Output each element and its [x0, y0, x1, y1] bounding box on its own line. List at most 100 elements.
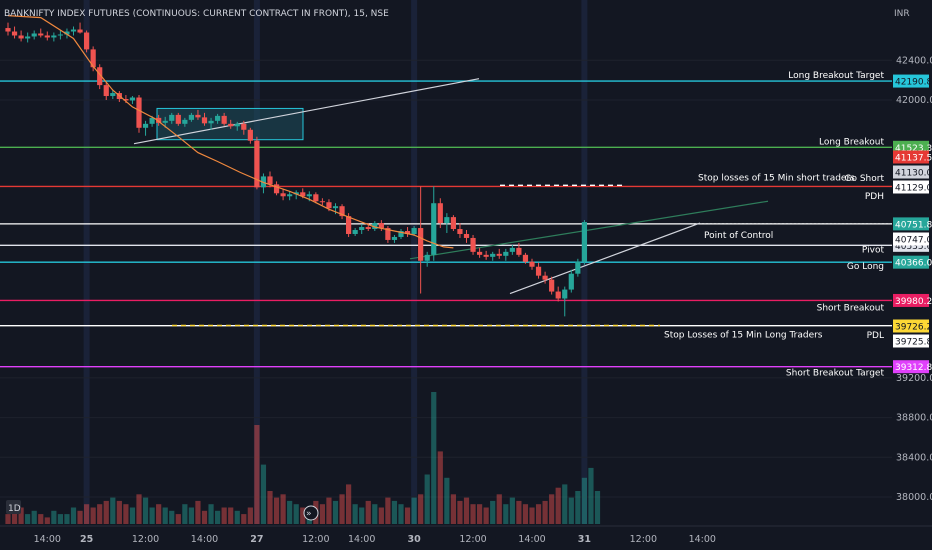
candle-body [247, 129, 253, 141]
volume-bar [444, 477, 450, 524]
volume-bar [18, 507, 24, 524]
time-tick-label: 27 [250, 534, 263, 545]
extra-tag-1: 41130.05 [895, 169, 932, 179]
candle-body [313, 194, 319, 202]
level-6-label: Short Breakout [817, 303, 885, 313]
volume-bar [490, 500, 496, 524]
candle-body [123, 99, 129, 101]
candle-body [70, 29, 77, 32]
level-stop-short-label: Stop losses of 15 Min short traders [698, 173, 855, 183]
level-poc-label: Point of Control [704, 231, 773, 241]
volume-bar [431, 392, 437, 524]
candle-body [359, 227, 365, 231]
extra-label-5: PDL [867, 331, 884, 341]
candle-body [326, 202, 332, 209]
volume-bar [201, 510, 208, 524]
candle-body [391, 236, 398, 240]
candle-body [129, 97, 136, 101]
candle-body [529, 261, 535, 267]
interval-badge[interactable]: 1D [8, 504, 21, 514]
volume-bar [509, 497, 515, 524]
volume-bar [77, 510, 83, 524]
level-8-tag: 39312.80 [895, 363, 932, 373]
candle-body [287, 194, 293, 197]
volume-bar [424, 474, 430, 524]
candle-body [418, 228, 424, 261]
candle-body [156, 117, 162, 123]
volume-bar [372, 504, 378, 524]
candle-body [57, 34, 63, 36]
candle-body [64, 31, 70, 35]
volume-bar [562, 484, 568, 524]
volume-bar [300, 507, 306, 524]
level-1-tag: 41523.35 [895, 144, 932, 154]
candle-body [142, 123, 149, 128]
volume-bar [516, 500, 522, 524]
level-8-tag-bg [893, 360, 929, 374]
volume-bar [594, 491, 601, 524]
level-5-label: Go Long [847, 262, 884, 272]
currency-label: INR [894, 9, 910, 19]
trend-line-2 [409, 200, 769, 260]
candle-body [496, 253, 502, 256]
candle-body [385, 228, 391, 240]
volume-bar [228, 507, 234, 524]
candle-body [149, 117, 155, 124]
candle-body [411, 228, 417, 234]
volume-bar [64, 514, 70, 524]
candle-body [175, 114, 181, 124]
candle-body [319, 201, 325, 203]
grid-lines [0, 59, 892, 498]
candle-body [477, 251, 483, 255]
volume-bar [44, 517, 50, 524]
volume-bar [84, 504, 90, 524]
level-poc-tag-bg [893, 217, 929, 231]
extra-tag-bg-5 [893, 334, 929, 348]
volume-bar [326, 497, 332, 524]
volume-bar [483, 507, 489, 524]
candle-body [162, 120, 168, 123]
price-axis[interactable]: 42400.00 42000.00 39200.00 38800.00 38400.00… [896, 55, 932, 503]
interval-badge-bg[interactable] [6, 500, 21, 514]
volume-bar [280, 494, 286, 524]
candle-body [581, 222, 587, 262]
candle-body [424, 254, 430, 261]
candle-body [90, 49, 96, 68]
price-tags: Long Breakout Target 42190.80 Long Breakou… [664, 71, 932, 379]
volume-bar [116, 500, 122, 524]
volume-bar [352, 504, 358, 524]
extra-tag-0: 41137.55 [895, 154, 932, 164]
time-axis[interactable]: 14:00 25 12:00 14:00 27 12:00 14:00 30 12:00 14:0… [0, 525, 932, 545]
level-0-tag-bg [893, 74, 929, 88]
goto-date-glyph[interactable]: » [306, 509, 312, 519]
candle-body [549, 279, 555, 292]
candle-body [38, 33, 44, 36]
volume-bar [365, 500, 371, 524]
candle-body [221, 115, 227, 124]
goto-date-icon[interactable] [303, 505, 319, 521]
candle-body [228, 123, 234, 127]
level-poc-tag: 40751.80 [895, 220, 932, 230]
candle-body [18, 35, 24, 39]
candle-body [562, 289, 568, 299]
candle-body [44, 35, 50, 38]
candle-body [300, 192, 306, 197]
level-1-label: Long Breakout [819, 137, 884, 147]
level-6-tag: 39980.25 [895, 297, 932, 307]
volume-bar [162, 507, 168, 524]
volume-bar [346, 484, 352, 524]
extra-tag-bg-4 [893, 319, 929, 333]
candle-body [25, 36, 31, 39]
time-tick-label: 14:00 [518, 534, 545, 545]
time-tick-label: 12:00 [630, 534, 657, 545]
candle-body [201, 117, 208, 124]
price-tick-label: 38000.00 [896, 492, 932, 503]
candle-body [110, 93, 116, 97]
volume-bar [188, 507, 194, 524]
candle-body [450, 217, 456, 230]
volume-bar [25, 514, 31, 524]
candle-body [575, 261, 581, 274]
candle-body [182, 119, 188, 124]
